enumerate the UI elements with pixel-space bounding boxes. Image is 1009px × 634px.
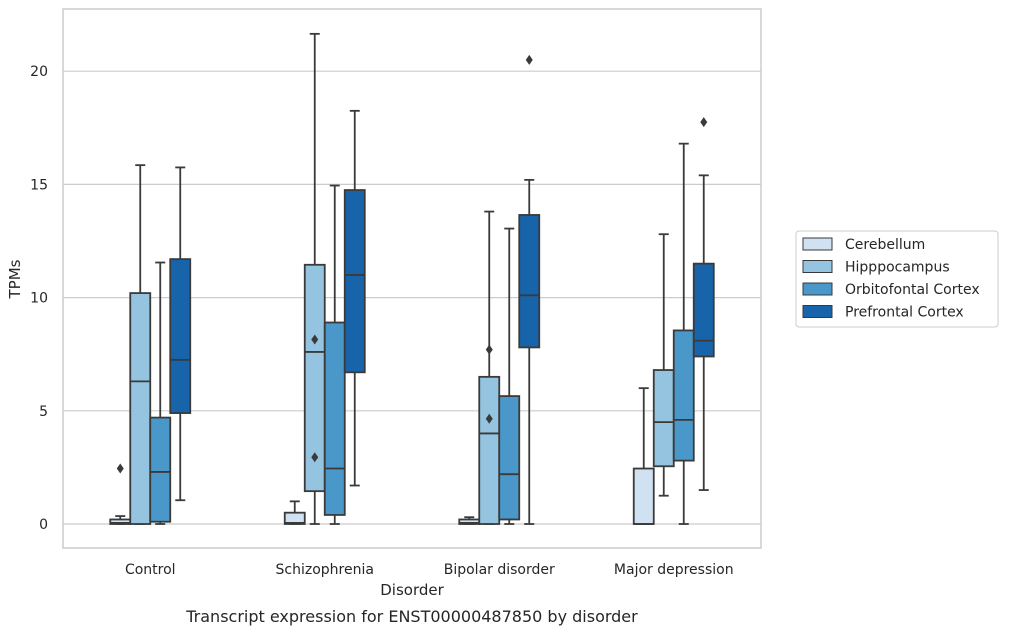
outlier-point: [116, 463, 124, 474]
box-iqr: [323, 321, 346, 516]
box-iqr: [343, 189, 366, 374]
box-iqr: [169, 258, 192, 414]
legend-swatch: [802, 305, 833, 318]
boxes-layer: [109, 32, 715, 525]
outlier-point: [311, 452, 319, 463]
y-tick-label: 0: [39, 517, 48, 533]
x-tick-label: Bipolar disorder: [444, 562, 555, 578]
legend-label: Hipppocampus: [845, 260, 950, 276]
legend-swatch: [802, 282, 833, 296]
x-axis-ticks: Control Schizophrenia Bipolar disorder Majo…: [125, 562, 734, 578]
box-iqr: [149, 416, 172, 523]
y-tick-label: 5: [39, 404, 48, 420]
box-iqr: [692, 262, 715, 358]
box-cerebellum: [109, 463, 132, 525]
plot-frame: [62, 8, 762, 549]
box-prefrontal-cortex: [343, 109, 366, 487]
box-orbitofontal-cortex: [323, 184, 346, 525]
box-hipppocampus: [303, 32, 326, 525]
box-orbitofontal-cortex: [498, 227, 521, 525]
y-axis-label: TPMs: [6, 259, 24, 299]
box-hipppocampus: [478, 210, 501, 525]
box-iqr: [283, 511, 306, 525]
box-iqr: [672, 329, 695, 462]
box-cerebellum: [632, 387, 655, 525]
legend-label: Prefrontal Cortex: [845, 305, 964, 321]
legend-swatch: [802, 260, 833, 273]
box-iqr: [632, 467, 655, 525]
box-orbitofontal-cortex: [672, 142, 695, 525]
x-tick-label: Control: [125, 562, 176, 578]
outlier-point: [525, 54, 533, 65]
chart-caption: Transcript expression for ENST0000048785…: [185, 607, 638, 626]
box-iqr: [129, 292, 152, 525]
box-iqr: [498, 395, 521, 521]
box-iqr: [478, 375, 501, 525]
box-hipppocampus: [129, 164, 152, 525]
box-prefrontal-cortex: [518, 54, 541, 525]
box-iqr: [518, 214, 541, 349]
box-hipppocampus: [652, 233, 675, 497]
outlier-point: [485, 413, 493, 424]
legend: Cerebellum Hipppocampus Orbitofontal Corte…: [795, 230, 999, 328]
x-axis-label: Disorder: [380, 581, 444, 599]
box-prefrontal-cortex: [692, 117, 715, 491]
outlier-point: [311, 334, 319, 345]
outlier-point: [700, 117, 708, 128]
legend-frame: [795, 230, 999, 328]
x-tick-label: Major depression: [614, 562, 734, 578]
box-iqr: [652, 369, 675, 468]
y-tick-label: 15: [30, 177, 48, 193]
box-cerebellum: [458, 516, 481, 525]
x-tick-label: Schizophrenia: [276, 562, 374, 578]
y-tick-label: 20: [30, 64, 48, 80]
legend-label: Cerebellum: [845, 237, 925, 253]
legend-label: Orbitofontal Cortex: [845, 282, 980, 298]
box-prefrontal-cortex: [169, 166, 192, 502]
box-cerebellum: [283, 500, 306, 525]
outlier-point: [485, 344, 493, 355]
y-axis-ticks: 0 5 10 15 20: [30, 64, 48, 533]
legend-swatch: [802, 237, 833, 251]
y-tick-label: 10: [30, 291, 48, 307]
box-orbitofontal-cortex: [149, 261, 172, 525]
